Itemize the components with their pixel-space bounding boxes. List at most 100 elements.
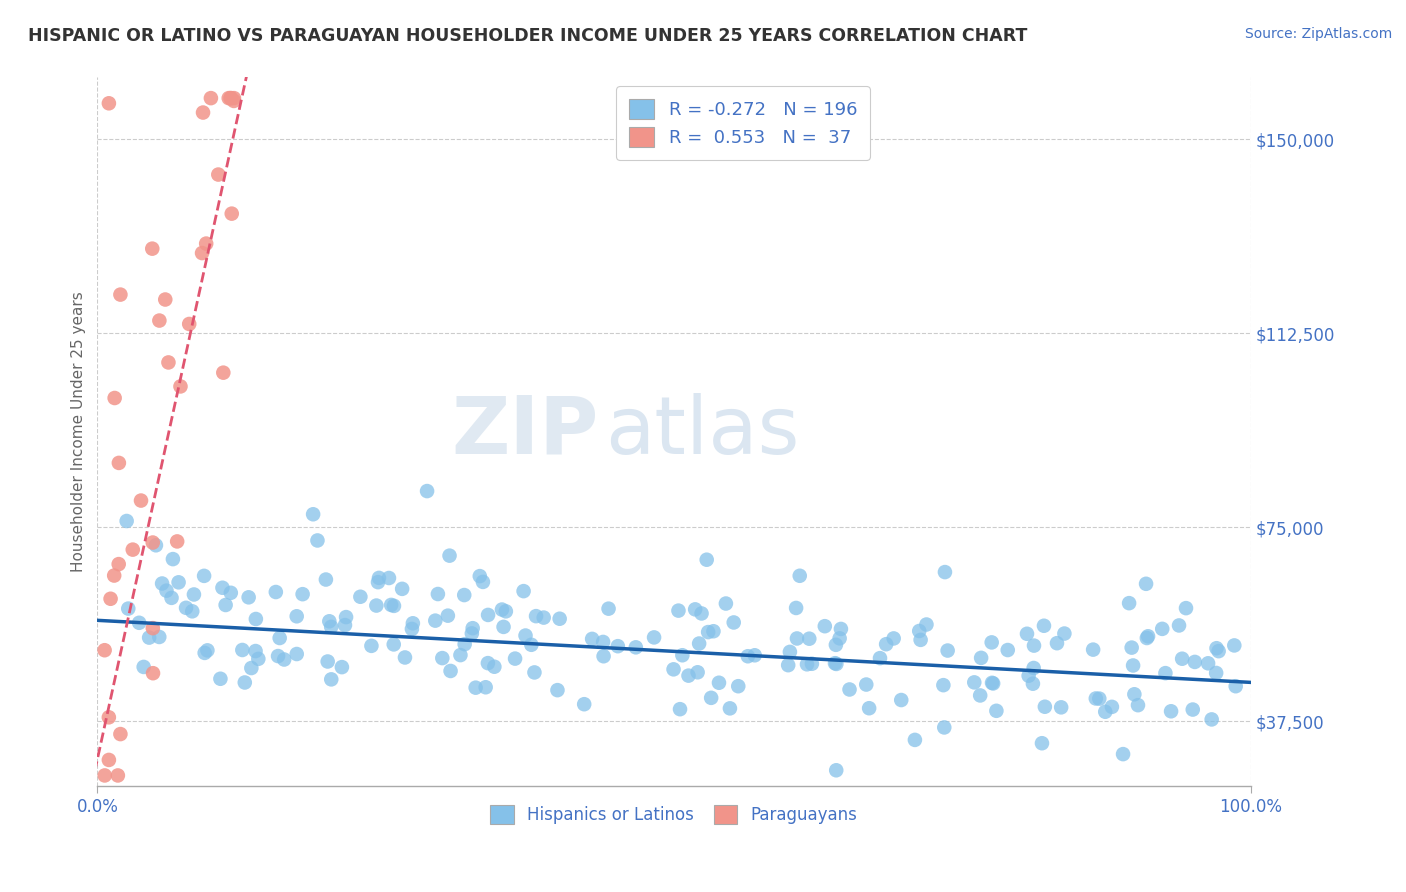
Point [723,615,745,630]
Point [240,661,263,675]
Point [333,618,356,632]
Point [108,456,131,470]
Point [1088,691,1111,706]
Point [142,621,165,635]
Point [1168,618,1191,632]
Point [200,91,222,105]
Point [697,625,720,640]
Point [515,628,537,642]
Point [155,583,177,598]
Point [391,582,413,596]
Point [1118,596,1140,610]
Point [247,652,270,666]
Point [402,616,425,631]
Point [825,764,848,778]
Point [100,591,122,606]
Point [97,753,120,767]
Point [546,683,568,698]
Point [162,552,184,566]
Point [1123,687,1146,701]
Point [1136,631,1159,645]
Point [855,677,877,691]
Point [669,702,692,716]
Point [718,701,741,715]
Point [1053,626,1076,640]
Point [1208,644,1230,658]
Point [461,621,484,635]
Point [688,636,710,650]
Point [1171,651,1194,665]
Point [503,651,526,665]
Point [453,637,475,651]
Point [1084,691,1107,706]
Point [883,632,905,646]
Point [997,643,1019,657]
Point [606,639,628,653]
Point [1101,699,1123,714]
Point [799,632,821,646]
Point [426,587,449,601]
Point [128,615,150,630]
Point [349,590,371,604]
Point [934,565,956,579]
Point [142,666,165,681]
Point [207,168,229,182]
Point [141,242,163,256]
Point [474,680,496,694]
Point [1175,601,1198,615]
Legend: Hispanics or Latinos, Paraguayans: Hispanics or Latinos, Paraguayans [481,796,868,834]
Point [484,659,506,673]
Point [1046,636,1069,650]
Point [401,622,423,636]
Point [592,649,614,664]
Point [269,631,291,645]
Point [195,236,218,251]
Point [727,679,749,693]
Point [132,660,155,674]
Point [1181,702,1204,716]
Point [1050,700,1073,714]
Point [858,701,880,715]
Point [218,91,240,105]
Point [245,612,267,626]
Point [394,650,416,665]
Point [97,710,120,724]
Point [778,658,800,673]
Point [492,620,515,634]
Point [219,91,242,105]
Point [425,614,447,628]
Point [378,571,401,585]
Point [219,91,242,105]
Point [148,313,170,327]
Point [986,704,1008,718]
Point [233,675,256,690]
Point [869,651,891,665]
Point [908,624,931,638]
Point [744,648,766,663]
Point [129,493,152,508]
Point [707,675,730,690]
Point [963,675,986,690]
Point [969,689,991,703]
Point [700,690,723,705]
Point [1126,698,1149,713]
Point [495,604,517,618]
Point [194,646,217,660]
Point [1137,629,1160,643]
Point [302,508,325,522]
Point [285,647,308,661]
Point [592,635,614,649]
Point [1154,666,1177,681]
Point [264,585,287,599]
Point [167,575,190,590]
Point [138,631,160,645]
Point [1033,619,1056,633]
Point [624,640,647,655]
Point [830,622,852,636]
Point [915,617,938,632]
Point [117,601,139,615]
Point [1018,669,1040,683]
Point [714,597,737,611]
Point [155,293,177,307]
Point [471,574,494,589]
